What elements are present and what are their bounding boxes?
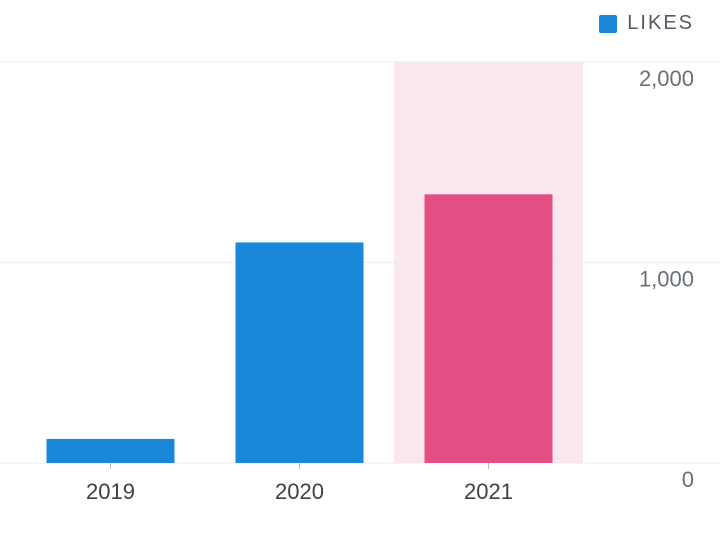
x-tick-label: 2020 — [275, 479, 324, 504]
legend-swatch — [599, 14, 618, 33]
y-tick-label: 2,000 — [639, 66, 694, 91]
bar-2021 — [424, 194, 553, 463]
y-tick-label: 1,000 — [639, 267, 694, 292]
legend-label: LIKES — [627, 12, 694, 34]
y-tick-label: 0 — [682, 467, 694, 492]
legend: LIKES — [599, 12, 694, 35]
bar-2019 — [46, 438, 175, 463]
x-tick-label: 2021 — [464, 479, 513, 504]
x-tick-label: 2019 — [86, 479, 135, 504]
bar-2020 — [235, 242, 364, 463]
